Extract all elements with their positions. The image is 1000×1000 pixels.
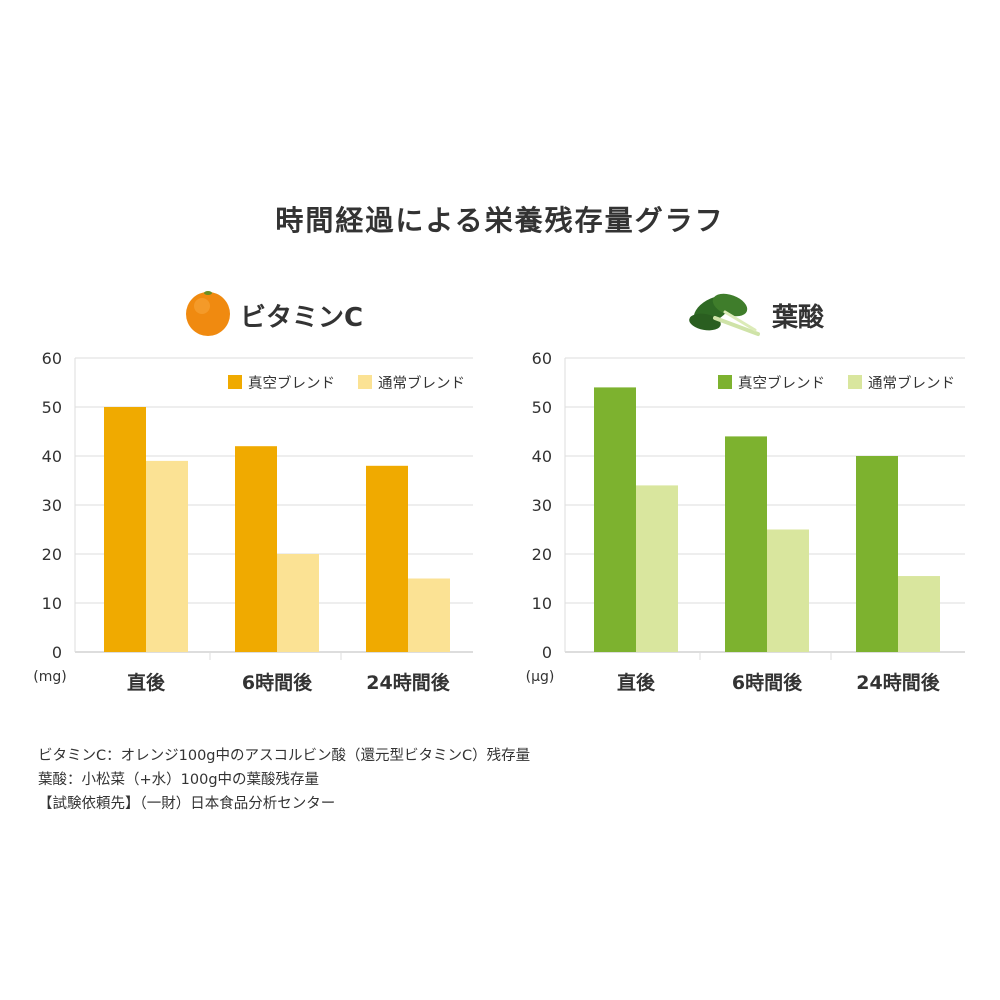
bar-normal-2 — [408, 578, 450, 652]
x-tick-label: 直後 — [127, 671, 166, 694]
legend-item-vacuum: 真空ブレンド — [228, 374, 335, 392]
legend-label: 真空ブレンド — [738, 374, 825, 392]
y-tick-label: 30 — [42, 496, 62, 515]
chart-1: 0 10 20 30 40 50 60 (µg) 直後 6時間後 24時間後 真空ブレンド 通常ブレンド — [526, 349, 965, 694]
bar-normal-0 — [146, 460, 188, 652]
y-tick-label: 20 — [532, 545, 552, 564]
bar-vacuum-1 — [235, 446, 277, 652]
legend-item-vacuum: 真空ブレンド — [718, 374, 825, 392]
x-tick-label: 24時間後 — [366, 671, 450, 694]
page-title: 時間経過による栄養残存量グラフ — [275, 204, 724, 237]
footnote-test-lab: 【試験依頼先】（一財）日本食品分析センター — [38, 796, 336, 812]
y-tick-label: 60 — [42, 349, 62, 368]
x-tick-label: 24時間後 — [856, 671, 940, 694]
chart-0: 0 10 20 30 40 50 60 (mg) 直後 6時間後 24時間後 真空ブレンド 通常ブレンド — [33, 349, 473, 694]
y-unit-label: (µg) — [526, 669, 555, 685]
x-tick-label: 6時間後 — [732, 671, 803, 694]
y-unit-label: (mg) — [33, 669, 66, 685]
bar-vacuum-0 — [104, 407, 146, 652]
legend-label: 通常ブレンド — [378, 374, 465, 392]
chart-title-vitamin-c: ビタミンC — [240, 303, 363, 333]
legend-label: 真空ブレンド — [248, 374, 335, 392]
bar-vacuum-1 — [725, 436, 767, 652]
legend-item-normal: 通常ブレンド — [358, 374, 465, 392]
y-tick-label: 50 — [42, 398, 62, 417]
legend-item-normal: 通常ブレンド — [848, 374, 955, 392]
x-tick-label: 直後 — [617, 671, 656, 694]
y-tick-label: 0 — [542, 643, 552, 662]
bar-vacuum-2 — [366, 465, 408, 652]
spinach-icon — [689, 293, 760, 336]
x-tick-label: 6時間後 — [242, 671, 313, 694]
legend-swatch — [718, 375, 732, 389]
y-tick-label: 30 — [532, 496, 552, 515]
bar-normal-1 — [277, 554, 319, 652]
orange-icon — [186, 291, 230, 336]
y-tick-label: 60 — [532, 349, 552, 368]
bar-normal-1 — [767, 529, 809, 652]
y-tick-label: 40 — [532, 447, 552, 466]
legend-swatch — [228, 375, 242, 389]
y-tick-label: 10 — [532, 594, 552, 613]
footnote-vitamin-c: ビタミンC：オレンジ100g中のアスコルビン酸（還元型ビタミンC）残存量 — [38, 748, 531, 764]
bar-vacuum-2 — [856, 456, 898, 652]
y-tick-label: 20 — [42, 545, 62, 564]
legend-swatch — [358, 375, 372, 389]
y-tick-label: 0 — [52, 643, 62, 662]
y-tick-label: 10 — [42, 594, 62, 613]
bar-normal-2 — [898, 576, 940, 652]
chart-title-folic-acid: 葉酸 — [771, 303, 825, 333]
y-tick-label: 50 — [532, 398, 552, 417]
legend-label: 通常ブレンド — [868, 374, 955, 392]
bar-vacuum-0 — [594, 387, 636, 652]
footnote-folic-acid: 葉酸：小松菜（+水）100g中の葉酸残存量 — [38, 772, 320, 788]
legend-swatch — [848, 375, 862, 389]
bar-normal-0 — [636, 485, 678, 652]
y-tick-label: 40 — [42, 447, 62, 466]
